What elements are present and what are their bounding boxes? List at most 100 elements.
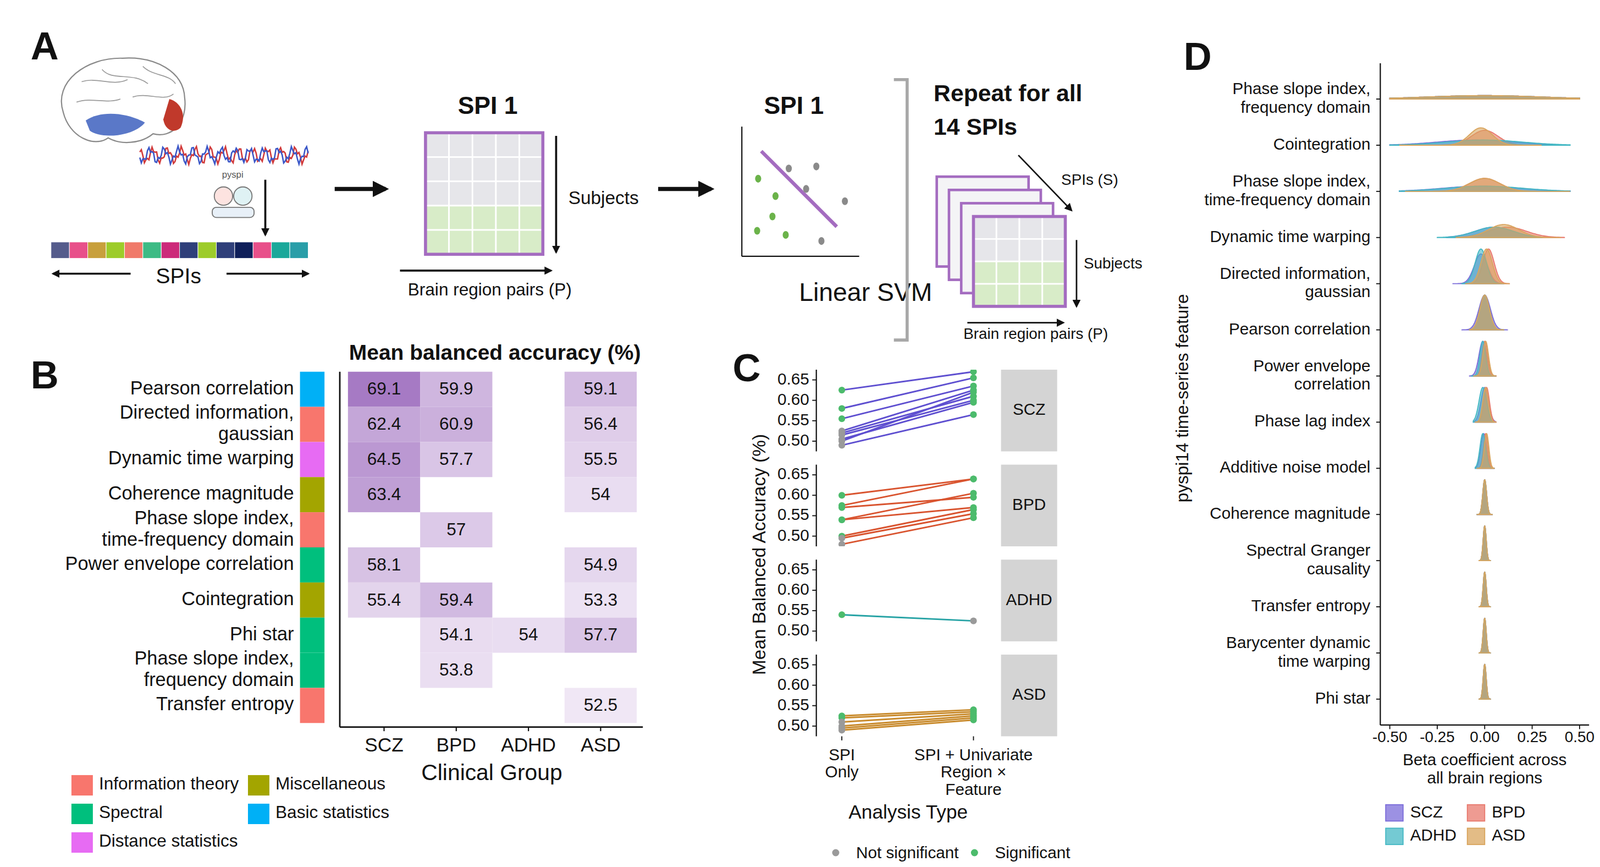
tick: [455, 726, 457, 731]
matrix-cell: [495, 156, 520, 181]
matrix-cell: [472, 229, 496, 255]
label: Brain region pairs (P): [407, 279, 572, 300]
row-group-strip: [300, 371, 325, 407]
tick-label: 0.60: [777, 579, 810, 598]
tick-label: Pearson correlation: [1228, 318, 1371, 338]
text-line: ASD: [1491, 825, 1526, 844]
panel-b: Mean balanced accuracy (%)Pearson correl…: [65, 340, 644, 853]
row-label: Phase slope index,frequency domain: [134, 647, 294, 690]
heat-cell: [420, 371, 493, 407]
legend-swatch: [71, 831, 93, 853]
point: [969, 369, 977, 375]
tick-label: -0.50: [1372, 727, 1408, 746]
legend-swatch: [970, 848, 979, 857]
text-line: ADHD: [500, 733, 556, 755]
heat-cell: [348, 441, 421, 477]
point: [838, 534, 846, 542]
matrix-cell: [1019, 283, 1043, 307]
heat-cell: [564, 582, 637, 618]
spi-block: [234, 241, 253, 259]
panel-c: 0.500.550.600.65SCZ0.500.550.600.65BPD0.…: [748, 368, 1071, 862]
text-line: Linear SVM: [798, 277, 932, 307]
text-line: pyspi14 time-series feature: [1172, 294, 1193, 503]
panel-label: C: [732, 345, 761, 389]
row-group-strip: [300, 652, 325, 688]
legend-label: Information theory: [98, 773, 239, 794]
axis: [339, 371, 341, 727]
tick: [599, 726, 601, 731]
text-line: Beta coefficient across: [1402, 749, 1567, 769]
sulcus: [81, 79, 128, 83]
point: [838, 610, 846, 618]
spi-block: [51, 241, 70, 259]
svm-point: [813, 162, 820, 171]
row-group-strip: [300, 547, 325, 583]
matrix-cell: [495, 229, 520, 255]
cell-label: 57.7: [583, 624, 618, 645]
cell-label: 59.9: [439, 378, 473, 399]
svm-boundary: [760, 151, 837, 227]
text-line: 0.55: [777, 410, 810, 429]
tick: [383, 726, 385, 731]
facet-label: ADHD: [1006, 589, 1053, 608]
point: [838, 503, 846, 511]
ridge: [1476, 479, 1493, 515]
tick-label: Phi star: [1315, 688, 1371, 707]
tick-label: 0.55: [777, 694, 810, 714]
tick-label: 0.55: [777, 599, 810, 619]
tick-label: 0.55: [777, 410, 810, 429]
ridge: [1473, 387, 1497, 422]
tick-label: 0.60: [777, 674, 810, 693]
point: [969, 514, 977, 521]
matrix-cell: [425, 205, 450, 230]
row-label: Phi star: [229, 622, 294, 644]
heat-cell: [420, 441, 493, 477]
heat-cell: [420, 406, 493, 443]
label: SPIs (S): [1061, 170, 1119, 189]
legend-label: Distance statistics: [98, 830, 238, 851]
text-line: time-frequency domain: [101, 528, 294, 550]
cell-label: 54: [519, 624, 539, 645]
slope-line: [841, 719, 974, 731]
row-label: Transfer entropy: [156, 692, 295, 714]
matrix-cell: [519, 132, 544, 157]
text-line: Distance statistics: [98, 830, 238, 851]
ridge: [1476, 479, 1493, 515]
tick: [812, 704, 816, 706]
point: [969, 475, 977, 482]
matrix-cell: [1019, 216, 1043, 240]
text-line: 0.00: [1469, 727, 1500, 746]
slope-line: [841, 392, 974, 441]
axis: [741, 126, 743, 257]
text-line: Spectral Granger: [1245, 540, 1371, 559]
ridge: [1479, 664, 1491, 699]
text-line: Directed information,: [119, 401, 295, 423]
text-line: 53.3: [583, 589, 618, 610]
text-line: causality: [1306, 559, 1371, 578]
row-group-strip: [300, 687, 325, 723]
legend-swatch: [1467, 804, 1486, 821]
panel-d: Phase slope index,frequency domainCointe…: [1172, 63, 1595, 844]
point: [969, 411, 977, 418]
label: SPI 1: [763, 91, 824, 119]
text-line: 0.55: [777, 694, 810, 714]
panel-label: B: [30, 352, 59, 396]
text-line: Clinical Group: [421, 759, 562, 785]
legend-swatch: [831, 848, 840, 857]
legend-swatch: [1385, 827, 1404, 844]
logo: [214, 186, 233, 206]
spi-block: [87, 241, 107, 259]
point: [969, 617, 977, 625]
arrow: [226, 272, 308, 275]
text-line: Feature: [945, 779, 1002, 798]
time-series: [139, 146, 308, 165]
svm-point: [785, 164, 792, 173]
text-line: 0.60: [777, 389, 810, 408]
label: Subjects: [568, 187, 639, 208]
text-line: SCZ: [1012, 399, 1046, 418]
ridge: [1479, 618, 1491, 653]
text-line: 57: [446, 519, 466, 539]
sulcus: [76, 98, 121, 103]
text-line: 54.1: [439, 624, 473, 645]
matrix-cell: [472, 132, 496, 157]
